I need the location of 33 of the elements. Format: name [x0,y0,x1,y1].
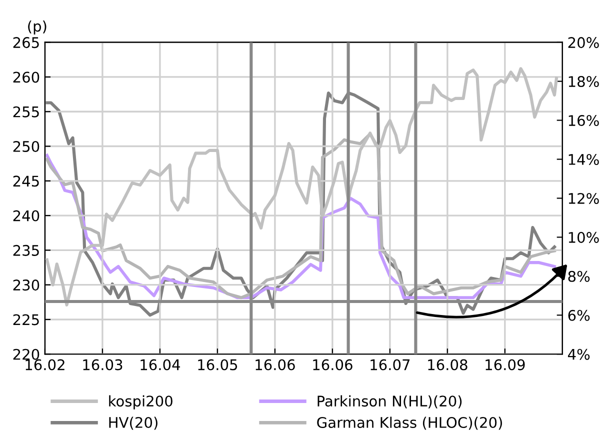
y2-tick-label: 16% [568,115,599,126]
y2-tick-label: 14% [568,154,599,166]
y2-tick-label: 20% [568,37,599,48]
legend-label: Garman Klass (HLOC)(20) [317,416,502,430]
y2-tick-label: 10% [568,232,599,243]
y-tick-label: 260 [13,72,40,83]
x-tick-label: 16.04 [140,359,180,370]
x-tick-label: 16.09 [486,359,525,370]
legend-label: kospi200 [109,395,172,410]
y-tick-label: 265 [13,37,39,48]
y2-tick-label: 6% [568,310,590,321]
y-tick-label: 240 [13,210,40,222]
legend-label: Parkinson N(HL)(20) [318,395,462,408]
y2-tick-label: 18% [568,76,599,88]
y-tick-label: 255 [13,106,39,118]
y2-tick-label: 8% [568,270,590,282]
y-tick-label: 230 [13,280,40,291]
y2-tick-label: 12% [568,192,599,204]
x-tick-label: 16.06 [256,359,295,370]
legend-label: HV(20) [109,416,158,430]
x-tick-label: 16.02 [26,359,64,370]
y-tick-label: 250 [13,140,40,152]
y-tick-label: 220 [13,348,40,360]
y2-tick-label: 4% [568,348,590,360]
y-tick-label: 235 [13,244,39,256]
y-tick-label: 245 [13,176,39,187]
x-tick-label: 16.07 [370,359,410,370]
y-tick-label: 225 [13,314,39,326]
x-tick-label: 16.06 [313,359,352,370]
x-tick-label: 16.08 [428,359,468,370]
x-tick-label: 16.05 [198,359,238,370]
y-axis-title: (p) [28,20,46,35]
x-tick-label: 16.03 [83,359,122,370]
